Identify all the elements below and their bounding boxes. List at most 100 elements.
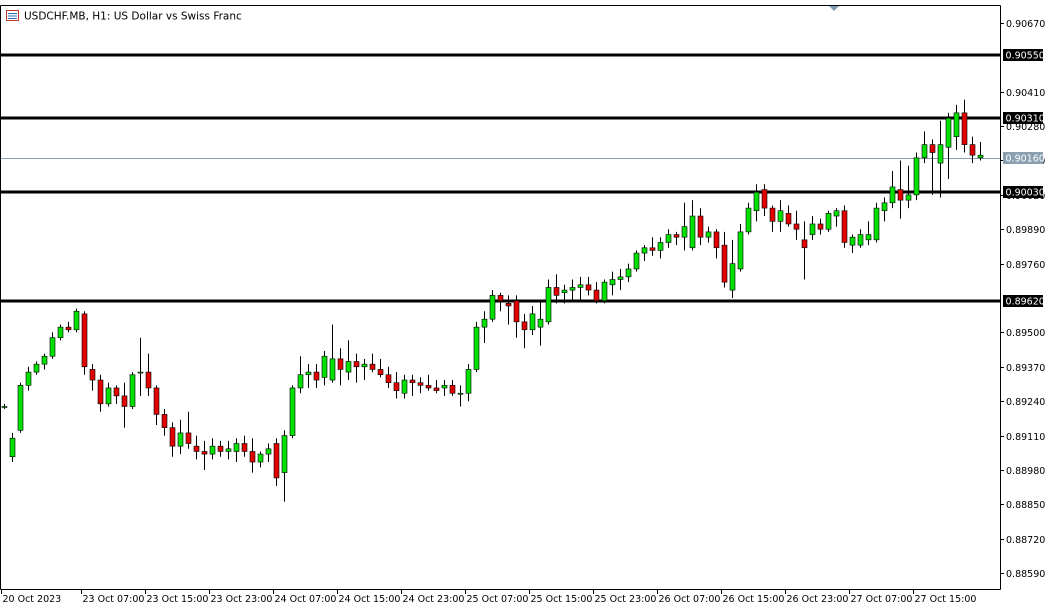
candle: [745, 202, 752, 235]
level-price-label-text: 0.89620: [1006, 297, 1045, 308]
candle-body-bear: [593, 289, 600, 301]
candle: [465, 364, 472, 402]
candle-body-bear: [769, 207, 776, 222]
candle: [953, 104, 960, 150]
candle-body-bull: [945, 117, 952, 148]
candle: [697, 208, 704, 246]
time-tick-label: 23 Oct 15:00: [147, 594, 209, 605]
candle-body-bull: [41, 355, 48, 365]
price-tick-label: 0.89890: [1006, 225, 1045, 236]
candle: [825, 210, 832, 232]
candle: [313, 364, 320, 388]
candle-body-bull: [617, 276, 624, 280]
time-tick-label: 27 Oct 15:00: [915, 594, 977, 605]
candle: [417, 377, 424, 394]
candle-body-bull: [225, 448, 232, 452]
candle: [689, 200, 696, 251]
candle: [593, 282, 600, 304]
candle: [809, 216, 816, 240]
candle-body-bull: [305, 371, 312, 376]
candle-body-bear: [841, 210, 848, 243]
candle-body-bull: [321, 355, 328, 378]
candle-body-bull: [57, 326, 64, 339]
candle: [433, 380, 440, 394]
candle-body-bear: [929, 144, 936, 153]
candle-body-bull: [329, 358, 336, 381]
candle: [57, 324, 64, 341]
candle-body-bull: [753, 191, 760, 212]
candle-body-bear: [433, 387, 440, 391]
candle-body-bull: [809, 223, 816, 235]
candle: [25, 366, 32, 391]
candle: [81, 311, 88, 375]
candle-body-bull: [209, 445, 216, 455]
candle-body-bear: [249, 451, 256, 463]
candle-body-bull: [561, 289, 568, 294]
candle: [753, 184, 760, 222]
candle: [217, 440, 224, 457]
time-tick-label: 25 Oct 07:00: [467, 594, 529, 605]
candle-body-bull: [705, 231, 712, 238]
candle-body-bull: [545, 287, 552, 323]
candle: [841, 205, 848, 248]
candle: [249, 438, 256, 473]
candle-body-bull: [257, 453, 264, 463]
candle: [233, 438, 240, 463]
candle: [529, 305, 536, 336]
price-tick-label: 0.88720: [1006, 535, 1045, 546]
candle-body-bull: [905, 194, 912, 201]
candle: [257, 451, 264, 468]
candle-body-bull: [401, 379, 408, 394]
candle: [865, 221, 872, 246]
level-price-label: 0.90310: [1003, 112, 1045, 125]
candle: [457, 385, 464, 407]
candle: [273, 438, 280, 486]
candle: [585, 276, 592, 296]
candle: [297, 356, 304, 394]
candle-body-bull: [833, 210, 840, 217]
candle: [265, 443, 272, 463]
candle-body-bull: [849, 236, 856, 246]
candle: [945, 112, 952, 179]
candle-body-bear: [193, 445, 200, 452]
candle: [161, 409, 168, 436]
candle: [321, 350, 328, 386]
current-price-label: 0.90160: [1003, 152, 1045, 165]
candle-body-bear: [185, 432, 192, 444]
candle: [657, 237, 664, 259]
candle: [897, 160, 904, 219]
chart-shift-marker-icon[interactable]: [829, 6, 839, 11]
candle: [761, 184, 768, 217]
candle: [777, 200, 784, 232]
candle-body-bear: [521, 321, 528, 331]
candle-body-bull: [737, 231, 744, 270]
candle-body-bull: [689, 215, 696, 249]
candle: [473, 321, 480, 373]
candle-body-bear: [161, 414, 168, 428]
candle-body-bear: [409, 379, 416, 383]
candle-body-bear: [897, 189, 904, 201]
level-price-label-bg: [1003, 112, 1043, 124]
time-tick-label: 26 Oct 23:00: [787, 594, 849, 605]
candle: [153, 385, 160, 425]
candle-body-bull: [441, 385, 448, 389]
candle: [513, 295, 520, 338]
candle: [881, 197, 888, 222]
candle-body-bull: [17, 385, 24, 431]
candle: [681, 202, 688, 251]
candle-body-bear: [585, 284, 592, 291]
candle-body-bull: [745, 207, 752, 233]
candle: [89, 364, 96, 391]
candle-body-bull: [537, 318, 544, 328]
candle: [921, 131, 928, 164]
candles: [1, 99, 984, 502]
candle: [209, 438, 216, 460]
candle-body-bull: [681, 226, 688, 238]
candle: [649, 237, 656, 256]
candle-body-bear: [497, 295, 504, 301]
candle-body-bear: [793, 223, 800, 230]
time-tick-label: 27 Oct 07:00: [851, 594, 913, 605]
candle: [849, 234, 856, 254]
